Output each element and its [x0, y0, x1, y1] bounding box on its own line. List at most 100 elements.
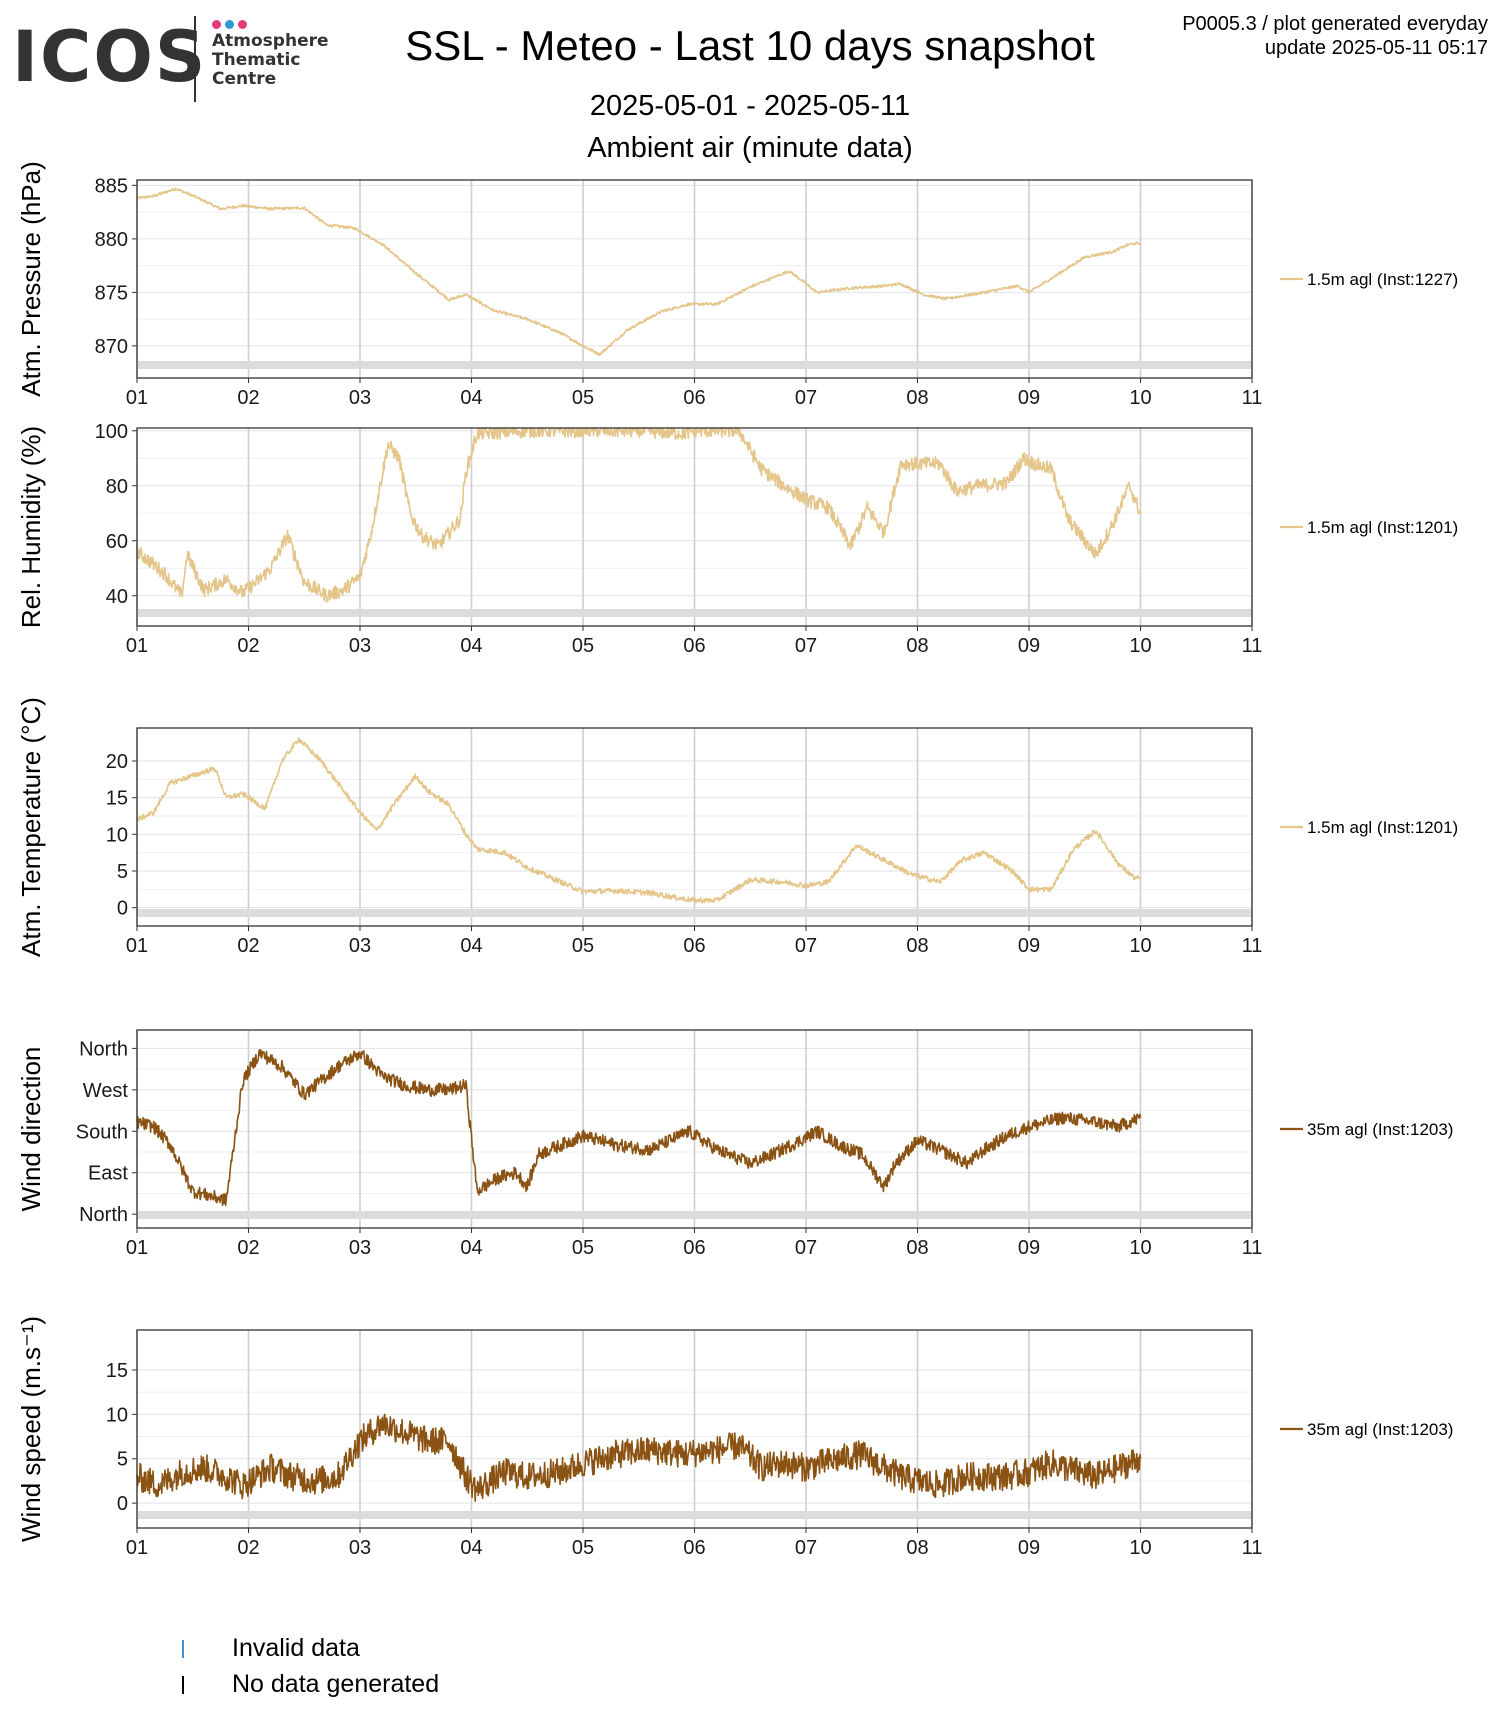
icos-logo: ICOS Atmosphere Thematic Centre: [12, 12, 342, 107]
series-line: [136, 187, 1142, 357]
y-tick-label: 10: [106, 1404, 128, 1426]
y-tick-label: 5: [117, 861, 128, 883]
x-tick-label: 11: [1242, 935, 1263, 957]
x-tick-label: 03: [349, 635, 371, 657]
x-tick-label: 03: [349, 935, 371, 957]
y-tick-label: 880: [95, 229, 128, 251]
y-tick-label: 15: [106, 1360, 128, 1382]
y-tick-label: 10: [106, 824, 128, 846]
chart-panel: 870 875 880 885 01 02 03 04 05 06 07 08 09 10 11 Atm. P…: [16, 161, 1458, 409]
x-tick-label: 09: [1018, 935, 1040, 957]
x-tick-label: 08: [906, 935, 928, 957]
y-tick-label: 20: [106, 751, 128, 773]
x-tick-label: 04: [460, 1537, 482, 1559]
y-tick-label: 80: [106, 476, 128, 498]
x-tick-label: 07: [795, 935, 817, 957]
x-tick-label: 05: [572, 935, 594, 957]
series-line: [136, 737, 1141, 904]
y-tick-label: West: [83, 1080, 129, 1102]
x-tick-label: 08: [906, 1537, 928, 1559]
series-line: [136, 427, 1142, 603]
logo-dot: [212, 20, 221, 29]
x-tick-label: 08: [906, 635, 928, 657]
x-tick-label: 01: [126, 1537, 148, 1559]
x-tick-label: 06: [683, 635, 705, 657]
x-tick-label: 03: [349, 1537, 371, 1559]
panel-border: [136, 179, 1253, 379]
x-tick-label: 07: [795, 1237, 817, 1259]
legend-entry: 1.5m agl (Inst:1201): [1307, 518, 1458, 537]
logo-sub-line: Thematic: [212, 50, 301, 70]
x-tick-label: 11: [1242, 1237, 1263, 1259]
chart-panel: 40 60 80 100 01 02 03 04 05 06 07 08 09 10 11 Rel. Humi…: [16, 421, 1458, 657]
panel-border: [136, 1029, 1253, 1229]
legend-entry: 35m agl (Inst:1203): [1307, 1120, 1453, 1139]
y-tick-label: 40: [106, 586, 128, 608]
logo-subtitle: Atmosphere Thematic Centre: [212, 32, 329, 89]
x-tick-label: 09: [1018, 1237, 1040, 1259]
logo-dot: [225, 20, 234, 29]
x-tick-label: 06: [683, 935, 705, 957]
x-tick-label: 04: [460, 1237, 482, 1259]
y-tick-label: North: [79, 1204, 128, 1226]
x-tick-label: 05: [572, 1237, 594, 1259]
panel-border: [136, 727, 1253, 927]
x-tick-label: 05: [572, 635, 594, 657]
x-tick-label: 06: [683, 1537, 705, 1559]
x-tick-label: 04: [460, 935, 482, 957]
status-band: [137, 609, 1252, 617]
x-tick-label: 05: [572, 387, 594, 409]
page-title: SSL - Meteo - Last 10 days snapshot: [405, 22, 1095, 69]
legend-entry: 1.5m agl (Inst:1201): [1307, 818, 1458, 837]
status-band: [137, 1211, 1252, 1219]
y-tick-label: North: [79, 1038, 128, 1060]
legend-entry: 35m agl (Inst:1203): [1307, 1420, 1453, 1439]
x-tick-label: 07: [795, 387, 817, 409]
x-tick-label: 10: [1129, 1237, 1151, 1259]
x-tick-label: 05: [572, 1537, 594, 1559]
x-tick-label: 11: [1242, 1537, 1263, 1559]
x-tick-label: 10: [1129, 635, 1151, 657]
x-tick-label: 06: [683, 387, 705, 409]
section-title: Ambient air (minute data): [587, 132, 913, 164]
y-axis-label: Atm. Temperature (°C): [16, 697, 46, 957]
chart-panel: North East South West North 01 02 03 04 05 06 07 08 0…: [16, 1029, 1453, 1259]
no-data-marker: [182, 1676, 184, 1694]
x-tick-label: 02: [237, 1537, 259, 1559]
y-tick-label: 885: [95, 175, 128, 197]
x-tick-label: 04: [460, 635, 482, 657]
x-tick-label: 09: [1018, 1537, 1040, 1559]
x-tick-label: 08: [906, 1237, 928, 1259]
date-range: 2025-05-01 - 2025-05-11: [589, 90, 911, 122]
x-tick-label: 11: [1242, 387, 1263, 409]
x-tick-label: 02: [237, 1237, 259, 1259]
x-tick-label: 10: [1129, 935, 1151, 957]
panel-border: [136, 1329, 1253, 1529]
panel-border: [136, 427, 1253, 627]
x-tick-label: 03: [349, 1237, 371, 1259]
y-axis-label: Wind speed (m.s⁻¹): [16, 1316, 46, 1542]
y-axis-label: Rel. Humidity (%): [16, 426, 46, 628]
y-axis-label: Atm. Pressure (hPa): [16, 161, 46, 397]
x-tick-label: 09: [1018, 635, 1040, 657]
y-axis-label: Wind direction: [16, 1047, 46, 1212]
x-tick-label: 11: [1242, 635, 1263, 657]
product-info: P0005.3 / plot generated everyday: [1182, 13, 1488, 35]
legend-label: No data generated: [232, 1670, 440, 1698]
logo-wordmark: ICOS: [12, 16, 208, 98]
y-tick-label: 100: [95, 421, 128, 443]
x-tick-label: 03: [349, 387, 371, 409]
logo-dot: [238, 20, 247, 29]
x-tick-label: 07: [795, 635, 817, 657]
y-tick-label: South: [76, 1121, 128, 1143]
logo-dots: [212, 16, 251, 34]
legend-entry: 1.5m agl (Inst:1227): [1307, 270, 1458, 289]
y-tick-label: 60: [106, 531, 128, 553]
x-tick-label: 01: [126, 1237, 148, 1259]
y-tick-label: 870: [95, 336, 128, 358]
logo-divider: [194, 16, 196, 102]
logo-sub-line: Atmosphere: [212, 31, 329, 51]
